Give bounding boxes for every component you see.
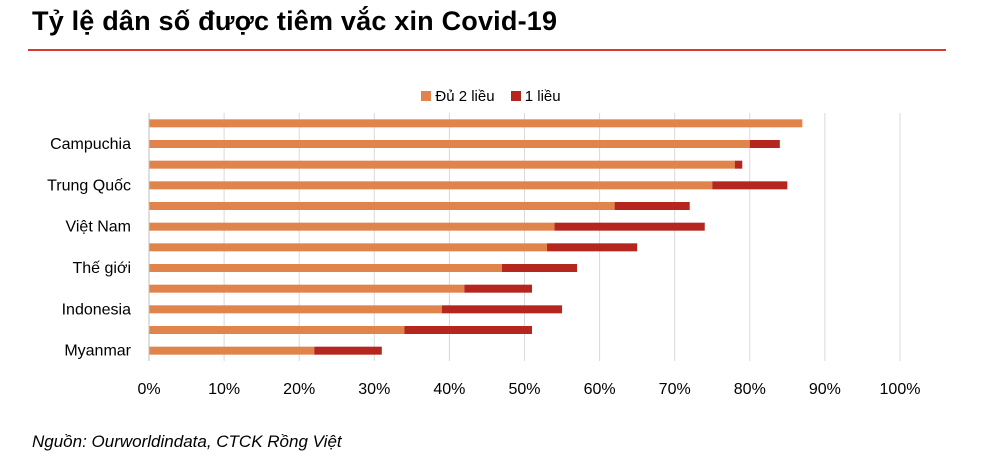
x-tick-label: 80% xyxy=(734,381,766,398)
x-tick-label: 100% xyxy=(880,381,921,398)
legend-label-full-dose: Đủ 2 liều xyxy=(435,88,495,105)
chart-title: Tỷ lệ dân số được tiêm vắc xin Covid-19 xyxy=(32,6,558,36)
bar-one-dose xyxy=(614,202,690,210)
bar-full-dose xyxy=(149,243,548,252)
category-label: Thế giới xyxy=(72,260,131,277)
bar-full-dose xyxy=(149,222,555,231)
bar-one-dose xyxy=(749,140,780,148)
legend-swatch-one-dose xyxy=(510,91,521,101)
bar-full-dose xyxy=(149,140,750,148)
bar-full-dose xyxy=(149,119,803,128)
legend-item-one-dose: 1 liều xyxy=(510,88,561,105)
legend-swatch-full-dose xyxy=(421,91,432,101)
x-tick-label: 60% xyxy=(584,381,616,398)
bar-full-dose xyxy=(149,346,315,355)
bar-one-dose xyxy=(404,326,533,334)
bar-one-dose xyxy=(441,305,563,314)
bar-one-dose xyxy=(734,160,743,169)
bar-one-dose xyxy=(554,222,705,231)
x-tick-label: 0% xyxy=(137,381,160,398)
title-divider xyxy=(28,49,946,51)
legend: Đủ 2 liều 1 liều xyxy=(0,88,982,105)
category-label: Việt Nam xyxy=(65,219,131,236)
bar-full-dose xyxy=(149,264,502,272)
bar-full-dose xyxy=(149,202,615,210)
bar-full-dose xyxy=(149,284,465,293)
x-tick-label: 10% xyxy=(208,381,240,398)
x-tick-label: 20% xyxy=(283,381,315,398)
category-label: Campuchia xyxy=(50,136,131,153)
x-tick-label: 90% xyxy=(809,381,841,398)
bar-one-dose xyxy=(314,346,382,355)
bar-full-dose xyxy=(149,181,713,190)
bar-full-dose xyxy=(149,305,442,314)
x-tick-label: 40% xyxy=(433,381,465,398)
legend-item-full-dose: Đủ 2 liều xyxy=(421,88,495,105)
bar-one-dose xyxy=(501,264,578,272)
x-tick-label: 50% xyxy=(508,381,540,398)
bar-full-dose xyxy=(149,160,735,169)
bar-full-dose xyxy=(149,326,405,334)
category-label: Myanmar xyxy=(64,343,131,360)
category-label: Trung Quốc xyxy=(47,177,131,194)
x-tick-label: 70% xyxy=(659,381,691,398)
legend-label-one-dose: 1 liều xyxy=(524,88,561,105)
bar-one-dose xyxy=(464,284,533,293)
category-label: Indonesia xyxy=(62,301,131,318)
source-note: Nguồn: Ourworldindata, CTCK Rồng Việt xyxy=(32,432,342,451)
bar-one-dose xyxy=(712,181,788,190)
bar-one-dose xyxy=(547,243,638,252)
x-tick-label: 30% xyxy=(358,381,390,398)
